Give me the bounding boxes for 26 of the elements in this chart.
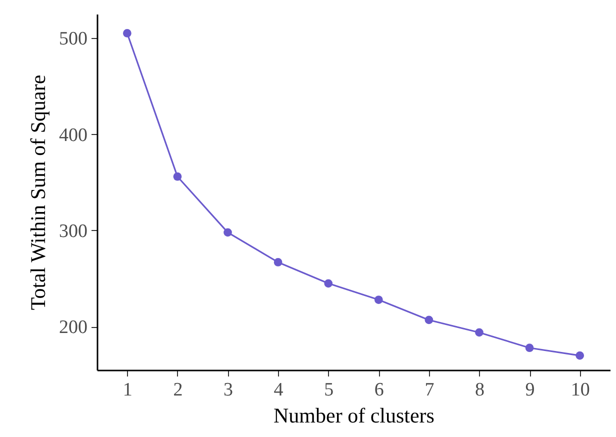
x-tick-label: 2 [173, 380, 183, 400]
y-tick-label: 500 [59, 28, 88, 50]
point [374, 296, 383, 304]
x-tick-label: 6 [374, 380, 384, 400]
point [576, 351, 584, 360]
x-tick-label: 3 [224, 380, 234, 400]
x-tick-label: 5 [324, 380, 334, 400]
point [424, 316, 434, 324]
x-tick-label: 9 [525, 380, 535, 400]
x-tick-label: 7 [424, 380, 434, 400]
point [525, 344, 534, 352]
x-axis-title: Number of clusters [274, 404, 434, 428]
x-tick-label: 4 [274, 380, 284, 400]
y-axis-title: Total Within Sum of Square [26, 74, 50, 310]
x-tick-label: 1 [122, 380, 132, 400]
point [173, 172, 182, 181]
point [122, 29, 132, 38]
x-tick-label: 8 [474, 380, 484, 400]
y-tick-label: 300 [59, 220, 88, 242]
point [324, 279, 333, 288]
point [475, 328, 484, 337]
point [274, 258, 282, 266]
x-tick-label: 10 [570, 380, 590, 400]
y-tick-label: 400 [59, 124, 88, 146]
point [224, 228, 232, 237]
y-tick-label: 200 [59, 317, 88, 338]
